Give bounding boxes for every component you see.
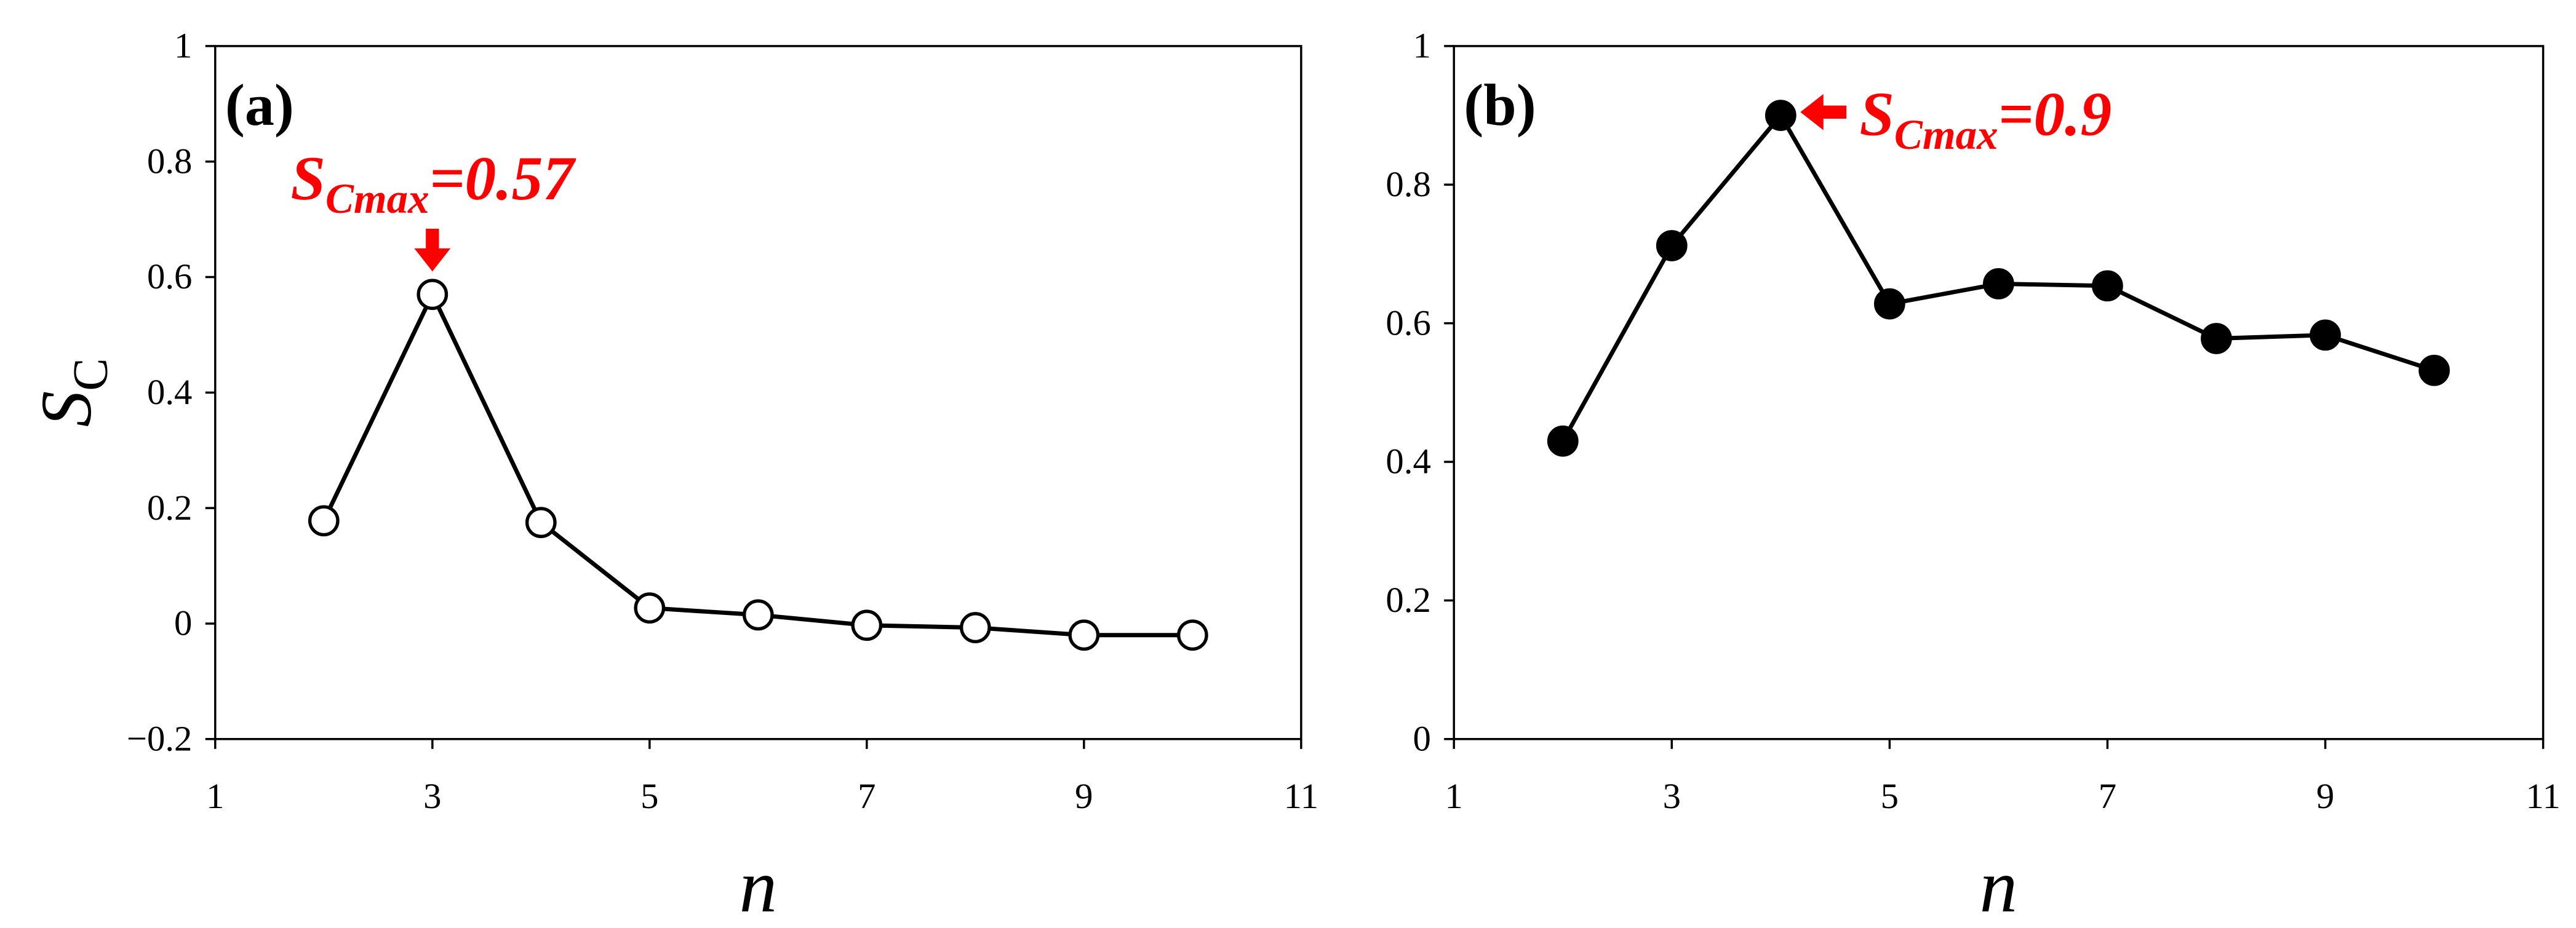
marker: [1983, 268, 2014, 299]
text: =0.57: [429, 144, 577, 213]
panel-label: (a): [225, 72, 294, 138]
x-tick-label: 11: [2526, 776, 2561, 816]
marker: [742, 599, 774, 631]
panel-label: (b): [1464, 72, 1536, 138]
marker: [2201, 323, 2232, 354]
marker: [417, 279, 449, 311]
marker: [525, 507, 557, 538]
x-tick-label: 3: [423, 776, 441, 816]
x-tick-label: 9: [1075, 776, 1093, 816]
annotation-text: SCmax=0.9: [1859, 80, 2111, 158]
symbol: S: [1859, 80, 1894, 149]
y-tick-label: 0: [1413, 718, 1430, 758]
y-tick-label: −0.2: [127, 718, 193, 758]
marker: [1068, 619, 1100, 651]
x-axis-label: n: [1980, 844, 2017, 928]
x-tick-label: 3: [1663, 776, 1681, 816]
y-tick-label: 0.8: [147, 141, 192, 181]
marker: [1656, 230, 1688, 261]
y-tick-label: 1: [1413, 26, 1430, 66]
marker: [2418, 354, 2450, 386]
annotation-arrow: [1800, 93, 1847, 130]
marker: [959, 612, 991, 643]
marker: [1547, 425, 1579, 457]
subscript: Cmax: [1894, 111, 1998, 158]
x-tick-label: 1: [206, 776, 224, 816]
marker: [1765, 100, 1796, 131]
x-tick-label: 7: [2099, 776, 2116, 816]
y-tick-label: 0.2: [1386, 580, 1430, 620]
y-tick-label: 1: [174, 26, 192, 66]
marker: [634, 592, 666, 624]
symbol: S: [291, 144, 325, 213]
x-tick-label: 7: [858, 776, 875, 816]
series-line: [322, 289, 1193, 638]
x-tick-label: 5: [640, 776, 658, 816]
y-tick-label: 0.6: [1386, 303, 1430, 343]
marker: [2310, 319, 2341, 351]
annotation-text: SCmax=0.57: [291, 144, 577, 222]
x-tick-label: 1: [1445, 776, 1463, 816]
marker: [1873, 288, 1905, 320]
annotation-arrow: [414, 228, 451, 272]
y-tick-label: 0.4: [147, 372, 192, 412]
symbol: S: [26, 391, 106, 427]
subscript: C: [64, 358, 118, 391]
x-tick-label: 5: [1881, 776, 1899, 816]
subscript: Cmax: [325, 175, 429, 222]
marker: [851, 609, 883, 641]
text: =0.9: [1998, 80, 2112, 149]
x-tick-label: 11: [1284, 776, 1319, 816]
marker: [2092, 270, 2123, 302]
marker: [1176, 619, 1208, 651]
marker: [308, 505, 340, 537]
y-axis-label: SC: [26, 358, 118, 427]
y-tick-label: 0.6: [147, 256, 192, 296]
x-tick-label: 9: [2316, 776, 2334, 816]
y-tick-label: 0.2: [147, 488, 192, 528]
y-tick-label: 0.8: [1386, 164, 1430, 204]
plot-frame: [1453, 45, 2545, 740]
y-tick-label: 0.4: [1386, 442, 1430, 482]
y-tick-label: 0: [174, 603, 192, 643]
x-axis-label: n: [740, 844, 777, 928]
